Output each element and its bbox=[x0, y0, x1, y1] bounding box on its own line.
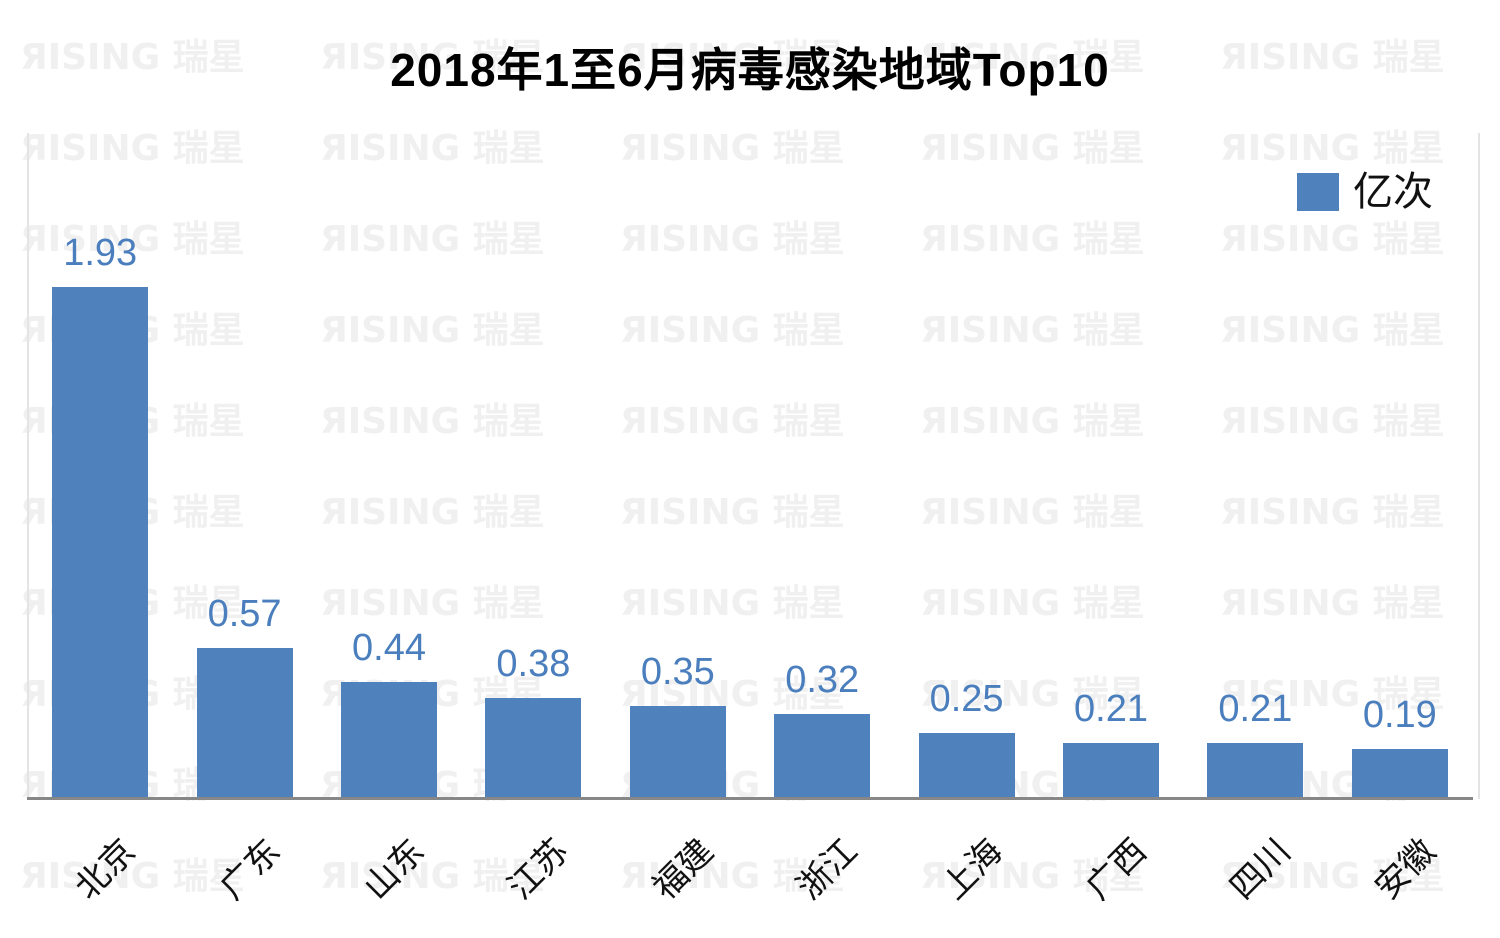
bar bbox=[485, 698, 582, 799]
legend-color-swatch bbox=[1297, 173, 1339, 211]
rising-watermark: ЯISING 瑞星 bbox=[620, 856, 845, 897]
bar bbox=[629, 706, 726, 799]
rising-watermark: ЯISING 瑞星 bbox=[20, 219, 245, 260]
bar-value-label: 0.21 bbox=[1218, 688, 1293, 730]
bar bbox=[918, 733, 1015, 799]
rising-watermark: ЯISING 瑞星 bbox=[1220, 219, 1445, 260]
rising-watermark: ЯISING 瑞星 bbox=[620, 492, 845, 533]
rising-watermark: ЯISING 瑞星 bbox=[1220, 310, 1445, 351]
rising-watermark: ЯISING 瑞星 bbox=[920, 674, 1145, 715]
x-axis-label: 广西 bbox=[1078, 832, 1154, 907]
rising-watermark: ЯISING 瑞星 bbox=[1220, 401, 1445, 442]
bar bbox=[52, 287, 149, 799]
rising-watermark: ЯISING 瑞星 bbox=[920, 219, 1145, 260]
bar bbox=[196, 648, 293, 799]
bar-value-label: 0.35 bbox=[640, 651, 715, 693]
rising-watermark: ЯISING 瑞星 bbox=[920, 128, 1145, 169]
rising-watermark: ЯISING 瑞星 bbox=[320, 128, 545, 169]
legend-label: 亿次 bbox=[1353, 170, 1433, 214]
rising-watermark: ЯISING 瑞星 bbox=[320, 856, 545, 897]
x-axis-label: 上海 bbox=[934, 832, 1010, 907]
x-axis-label: 浙江 bbox=[790, 832, 866, 907]
rising-watermark: ЯISING 瑞星 bbox=[1220, 37, 1445, 78]
bar-value-label: 0.44 bbox=[352, 627, 426, 669]
rising-watermark: ЯISING 瑞星 bbox=[620, 401, 845, 442]
bar bbox=[341, 682, 437, 799]
rising-watermark: ЯISING 瑞星 bbox=[620, 128, 845, 169]
rising-watermark: ЯISING 瑞星 bbox=[1220, 674, 1445, 715]
x-axis-label: 安徽 bbox=[1367, 832, 1443, 907]
rising-watermark: ЯISING 瑞星 bbox=[320, 310, 545, 351]
rising-watermark: ЯISING 瑞星 bbox=[620, 37, 845, 78]
rising-watermark: ЯISING 瑞星 bbox=[920, 37, 1145, 78]
x-axis-label: 山东 bbox=[356, 832, 432, 907]
rising-watermark: ЯISING 瑞星 bbox=[20, 37, 245, 78]
bar-value-label: 0.57 bbox=[207, 593, 282, 635]
rising-watermark: ЯISING 瑞星 bbox=[1220, 128, 1445, 169]
bar bbox=[1207, 743, 1304, 799]
bar bbox=[1351, 749, 1448, 799]
chart-title: 2018年1至6月病毒感染地域Top10 bbox=[390, 44, 1110, 96]
y-axis-line bbox=[27, 133, 29, 799]
rising-watermark: ЯISING 瑞星 bbox=[320, 401, 545, 442]
rising-watermark: ЯISING 瑞星 bbox=[920, 492, 1145, 533]
rising-watermark: ЯISING 瑞星 bbox=[1220, 583, 1445, 624]
rising-watermark: ЯISING 瑞星 bbox=[20, 856, 245, 897]
plot-right-border bbox=[1478, 133, 1480, 799]
rising-watermark: ЯISING 瑞星 bbox=[1220, 492, 1445, 533]
legend: 亿次 bbox=[1297, 172, 1433, 212]
rising-watermark: ЯISING 瑞星 bbox=[920, 401, 1145, 442]
bar bbox=[774, 714, 871, 799]
rising-watermark: ЯISING 瑞星 bbox=[320, 219, 545, 260]
bar-value-label: 0.38 bbox=[496, 643, 571, 685]
rising-watermark: ЯISING 瑞星 bbox=[620, 583, 845, 624]
x-axis-label: 福建 bbox=[645, 832, 721, 907]
x-axis-label: 四川 bbox=[1223, 832, 1299, 907]
bar-value-label: 0.21 bbox=[1074, 688, 1148, 730]
rising-watermark: ЯISING 瑞星 bbox=[620, 310, 845, 351]
x-axis-label: 北京 bbox=[68, 832, 144, 907]
rising-watermark: ЯISING 瑞星 bbox=[920, 856, 1145, 897]
rising-watermark: ЯISING 瑞星 bbox=[920, 583, 1145, 624]
bar-value-label: 0.25 bbox=[929, 678, 1004, 720]
x-axis-label: 江苏 bbox=[501, 832, 577, 907]
rising-watermark: ЯISING 瑞星 bbox=[1220, 856, 1445, 897]
rising-watermark: ЯISING 瑞星 bbox=[320, 583, 545, 624]
x-axis-label: 广东 bbox=[212, 832, 288, 907]
rising-watermark: ЯISING 瑞星 bbox=[620, 219, 845, 260]
x-axis-line bbox=[27, 797, 1473, 800]
rising-watermark: ЯISING 瑞星 bbox=[20, 128, 245, 169]
bar-value-label: 0.19 bbox=[1362, 694, 1437, 736]
bar-value-label: 0.32 bbox=[785, 659, 860, 701]
rising-watermark: ЯISING 瑞星 bbox=[320, 37, 545, 78]
bar-value-label: 1.93 bbox=[63, 232, 138, 274]
rising-watermark: ЯISING 瑞星 bbox=[320, 492, 545, 533]
bar bbox=[1063, 743, 1159, 799]
rising-watermark: ЯISING 瑞星 bbox=[920, 310, 1145, 351]
